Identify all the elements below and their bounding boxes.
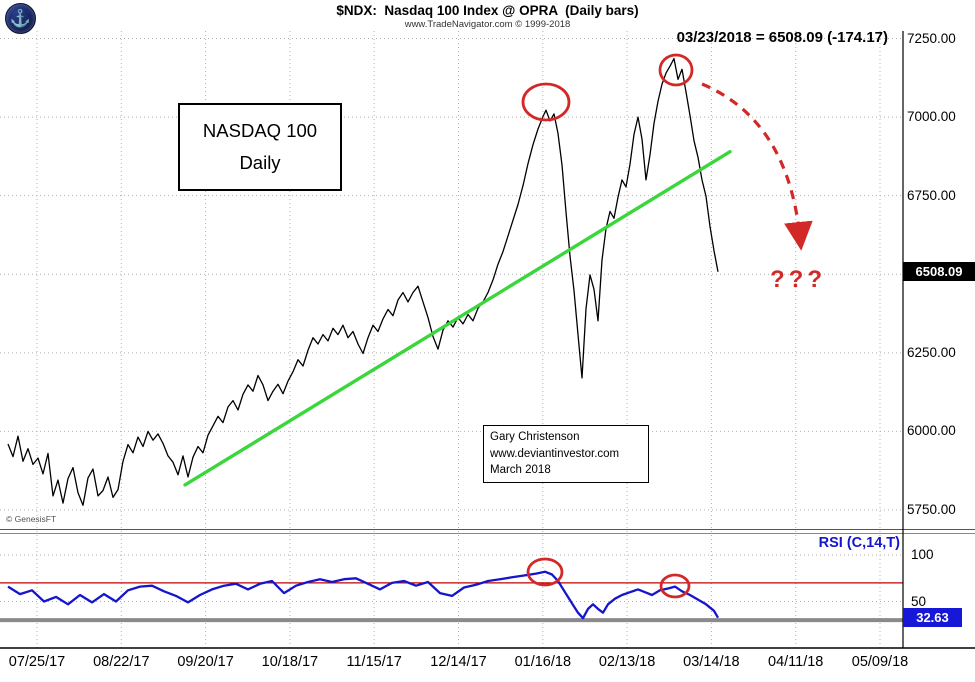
credit-name: Gary Christenson xyxy=(490,431,580,443)
date-tick-label: 11/15/17 xyxy=(346,654,402,670)
date-tick-label: 08/22/17 xyxy=(93,654,150,670)
credit-site: www.deviantinvestor.com xyxy=(490,447,620,460)
chart-label-line2: Daily xyxy=(239,152,281,173)
date-tick-label: 12/14/17 xyxy=(430,654,487,670)
rsi-value-tag: 32.63 xyxy=(903,608,962,628)
genesis-watermark: © GenesisFT xyxy=(6,514,57,524)
chart-label-box: NASDAQ 100 Daily xyxy=(178,103,342,191)
rsi-tick-label: 50 xyxy=(911,593,927,609)
price-tick-label: 5750.00 xyxy=(907,502,956,517)
credit-box: Gary Christenson www.deviantinvestor.com… xyxy=(483,425,649,484)
chart-subtitle: www.TradeNavigator.com © 1999-2018 xyxy=(404,19,571,30)
date-tick-label: 07/25/17 xyxy=(8,654,66,670)
date-tick-label: 09/20/17 xyxy=(177,654,234,670)
anchor-icon: ⚓ xyxy=(9,9,32,28)
date-tick-label: 05/09/18 xyxy=(851,654,909,670)
last-price-tag: 6508.09 xyxy=(903,262,975,282)
date-tick-label: 02/13/18 xyxy=(598,654,656,670)
rsi-indicator-label: RSI (C,14,T) xyxy=(818,535,900,551)
date-tick-label: 03/14/18 xyxy=(683,654,740,670)
date-tick-label: 10/18/17 xyxy=(261,654,319,670)
chart-label-line1: NASDAQ 100 xyxy=(202,120,318,141)
question-marks: ??? xyxy=(770,266,826,293)
trade-navigator-logo[interactable]: ⚓ xyxy=(5,3,36,34)
date-tick-label: 04/11/18 xyxy=(768,654,824,670)
date-tick-label: 01/16/18 xyxy=(514,654,572,670)
price-tick-label: 7000.00 xyxy=(907,109,956,125)
last-bar-annotation: 03/23/2018 = 6508.09 (-174.17) xyxy=(676,29,888,46)
rsi-tick-label: 100 xyxy=(911,547,934,562)
price-tick-label: 6250.00 xyxy=(907,344,956,360)
chart-title: $NDX: Nasdaq 100 Index @ OPRA (Daily bar… xyxy=(336,3,639,18)
price-tick-label: 6000.00 xyxy=(907,423,956,439)
price-tick-label: 7250.00 xyxy=(907,30,956,46)
price-tick-label: 6750.00 xyxy=(907,187,956,203)
credit-date: March 2018 xyxy=(490,464,551,477)
